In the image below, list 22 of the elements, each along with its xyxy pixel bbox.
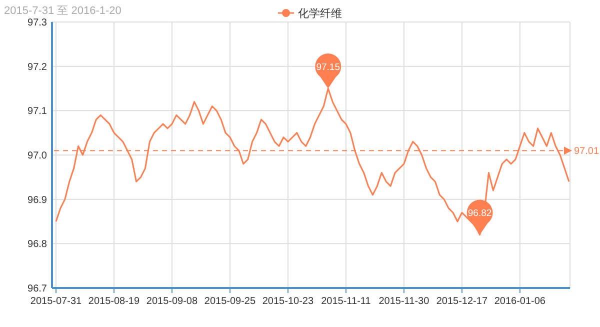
x-tick-label: 2015-11-30 bbox=[378, 296, 430, 307]
x-tick-label: 2015-08-19 bbox=[88, 296, 140, 307]
x-tick-label: 2015-12-17 bbox=[436, 296, 488, 307]
y-tick-label: 97.2 bbox=[28, 62, 48, 73]
y-tick-label: 97.0 bbox=[28, 150, 48, 162]
annotation: 97.15 bbox=[316, 62, 340, 73]
y-tick-label: 97.3 bbox=[28, 18, 48, 28]
x-tick-label: 2015-07-31 bbox=[30, 296, 82, 307]
y-tick-label: 97.1 bbox=[28, 106, 48, 118]
y-tick-label: 96.9 bbox=[28, 194, 48, 206]
ref-line-label: 97.01 bbox=[574, 146, 600, 158]
legend-label: 化学纤维 bbox=[298, 6, 342, 20]
x-tick-label: 2016-01-06 bbox=[494, 296, 546, 307]
x-tick-label: 2015-09-08 bbox=[146, 296, 198, 307]
annotation: 96.82 bbox=[468, 208, 492, 220]
line-series bbox=[55, 88, 570, 236]
y-tick-label: 96.7 bbox=[28, 284, 48, 294]
chart-title: 2015-7-31 至 2016-1-20 bbox=[4, 5, 122, 17]
x-tick-label: 2015-09-25 bbox=[204, 296, 256, 307]
y-tick-label: 96.8 bbox=[28, 239, 48, 250]
x-tick-label: 2015-10-23 bbox=[262, 296, 314, 307]
x-tick-label: 2015-11-11 bbox=[321, 296, 372, 307]
